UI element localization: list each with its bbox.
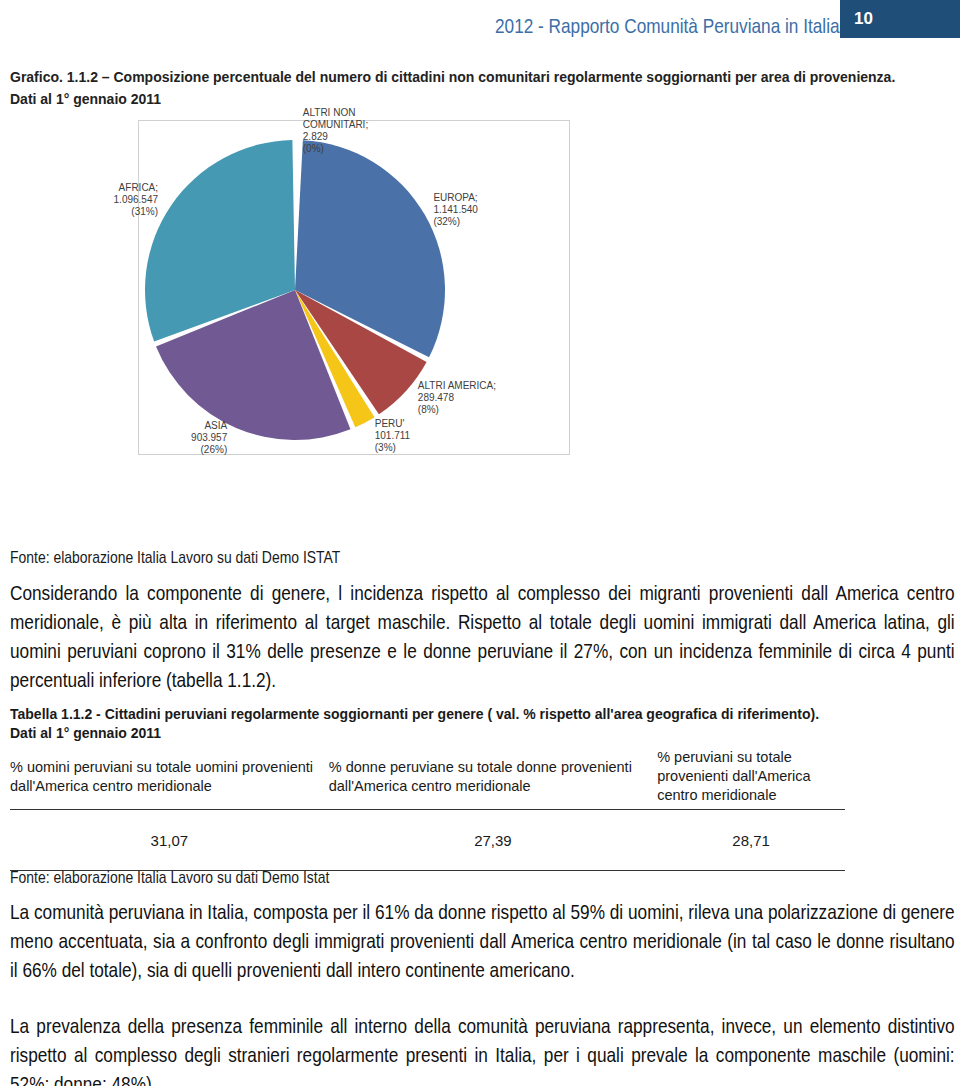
svg-text:ALTRI AMERICA;: ALTRI AMERICA;	[418, 380, 496, 391]
html-text:La comunità peruviana in Itali: La comunità peruviana in Italia, compost…	[10, 900, 955, 981]
svg-text:2.829: 2.829	[303, 131, 328, 142]
svg-text:289.478: 289.478	[418, 392, 455, 403]
svg-text:1.141.540: 1.141.540	[433, 204, 478, 215]
html-text:Grafico. 1.1.2 – Composizione: Grafico. 1.1.2 – Composizione percentual…	[10, 69, 896, 85]
html-text:27,39: 27,39	[474, 831, 512, 849]
svg-text:PERU': PERU'	[375, 418, 405, 429]
html-text:% donne peruviane su totale do: % donne peruviane su totale donne proven…	[328, 758, 632, 794]
html-text:31,07: 31,07	[150, 831, 189, 849]
svg-text:(8%): (8%)	[418, 404, 439, 415]
html-text:Dati al 1° gennaio 2011: Dati al 1° gennaio 2011	[10, 91, 162, 107]
html-text:10: 10	[854, 9, 873, 28]
html-text:28,71: 28,71	[732, 831, 770, 849]
svg-text:(31%): (31%)	[131, 206, 158, 217]
html-text:% peruviani su totale provenie: % peruviani su totale provenienti dall'A…	[657, 749, 811, 803]
svg-text:AFRICA;: AFRICA;	[119, 182, 158, 193]
html-text:Tabella 1.1.2 - Cittadini peru: Tabella 1.1.2 - Cittadini peruviani rego…	[10, 706, 820, 722]
svg-text:(32%): (32%)	[433, 216, 460, 227]
svg-text:101.711: 101.711	[375, 430, 411, 441]
html-text:2012 - Rapporto Comunità Peruv: 2012 - Rapporto Comunità Peruviana in It…	[495, 14, 840, 37]
html-text:Fonte: elaborazione Italia Lav: Fonte: elaborazione Italia Lavoro su dat…	[10, 548, 341, 567]
svg-text:ASIA: ASIA	[204, 420, 227, 431]
svg-text:ALTRI NON: ALTRI NON	[303, 107, 358, 118]
svg-text:(3%): (3%)	[375, 442, 396, 453]
html-text:Dati al 1° gennaio 2011: Dati al 1° gennaio 2011	[10, 725, 162, 741]
svg-text:(26%): (26%)	[201, 444, 228, 455]
html-text:Considerando la componente di: Considerando la componente di genere, l …	[10, 581, 955, 691]
html-text:Fonte: elaborazione Italia Lav: Fonte: elaborazione Italia Lavoro su dat…	[10, 868, 330, 887]
svg-text:COMUNITARI;: COMUNITARI;	[303, 119, 368, 130]
svg-text:EUROPA;: EUROPA;	[433, 192, 477, 203]
svg-text:1.096.547: 1.096.547	[114, 194, 159, 205]
html-text:% uomini peruviani su totale u: % uomini peruviani su totale uomini prov…	[10, 758, 314, 794]
svg-text:903.957: 903.957	[191, 432, 228, 443]
svg-text:(0%): (0%)	[303, 143, 324, 154]
